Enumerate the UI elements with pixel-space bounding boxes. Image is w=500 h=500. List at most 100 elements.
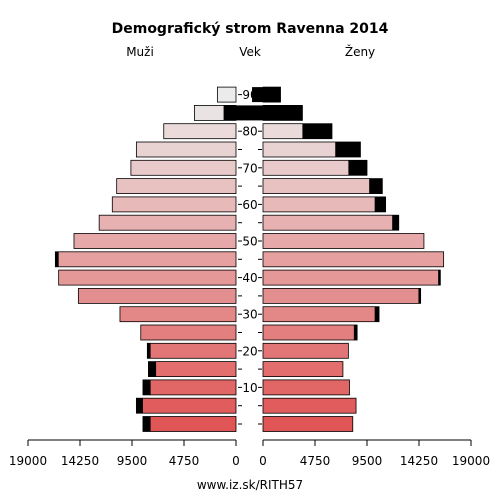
male-bar-main xyxy=(111,196,237,213)
male-bar-main xyxy=(142,416,237,432)
x-tick-label-left: 14250 xyxy=(61,454,99,468)
x-tick-label-left: 0 xyxy=(232,454,240,468)
male-bar-90+ xyxy=(216,86,237,103)
female-bar-foreign xyxy=(438,270,441,286)
male-bar-main xyxy=(54,251,237,268)
male-bar-65-69 xyxy=(116,178,237,195)
female-bar-foreign xyxy=(252,87,281,103)
female-bar-20-24 xyxy=(262,342,349,359)
female-bar-main xyxy=(262,269,441,286)
female-bar-65-69 xyxy=(262,178,383,195)
female-bar-main xyxy=(262,416,354,432)
female-bar-25-29 xyxy=(262,324,358,341)
male-bar-25-29 xyxy=(140,324,237,341)
x-tick-label-left: 19000 xyxy=(9,454,47,468)
age-tick-label: 30 xyxy=(242,308,257,322)
female-bar-main xyxy=(262,342,349,359)
male-bar-foreign xyxy=(55,251,59,267)
age-tick-label: 40 xyxy=(242,271,257,285)
age-label: Vek xyxy=(239,45,261,59)
female-bar-35-39 xyxy=(262,287,422,304)
bars-group xyxy=(54,86,445,432)
male-bar-main xyxy=(98,214,237,231)
male-bar-foreign xyxy=(142,379,151,395)
female-bar-75-79 xyxy=(262,141,361,158)
male-bar-main xyxy=(73,233,237,249)
male-bar-main xyxy=(135,141,237,158)
female-bar-foreign xyxy=(353,325,358,340)
female-bar-85-89 xyxy=(223,105,303,121)
female-bar-90+ xyxy=(252,86,281,103)
female-bar-30-34 xyxy=(262,306,380,323)
female-bar-foreign xyxy=(335,142,361,157)
female-bar-main xyxy=(262,379,350,396)
male-bar-80-84 xyxy=(163,123,237,140)
male-bar-0-4 xyxy=(142,416,237,432)
female-bar-10-14 xyxy=(262,379,350,396)
male-bar-main xyxy=(142,379,237,396)
female-bar-main xyxy=(262,214,400,231)
male-bar-35-39 xyxy=(77,287,237,304)
age-tick-label: 10 xyxy=(242,381,257,395)
male-bar-main xyxy=(77,287,237,304)
male-bar-main xyxy=(216,86,237,103)
male-bar-main xyxy=(146,342,237,359)
male-bar-main xyxy=(135,397,237,414)
male-bar-50-54 xyxy=(73,233,237,249)
age-tick-label: 60 xyxy=(242,198,257,212)
female-bar-main xyxy=(262,196,387,213)
male-bar-main xyxy=(119,306,237,323)
chart-title: Demografický strom Ravenna 2014 xyxy=(112,21,389,37)
female-bar-main xyxy=(262,361,344,378)
female-bar-main xyxy=(262,306,380,323)
male-bar-foreign xyxy=(142,416,151,432)
male-bar-foreign xyxy=(147,343,151,359)
female-bar-60-64 xyxy=(262,196,387,213)
female-bar-foreign xyxy=(348,160,367,176)
female-bar-main xyxy=(262,251,445,268)
x-tick-label-right: 0 xyxy=(259,454,267,468)
source-footer: www.iz.sk/RITH57 xyxy=(197,478,303,492)
male-bar-foreign xyxy=(148,361,157,377)
male-bar-75-79 xyxy=(135,141,237,158)
male-bar-20-24 xyxy=(146,342,237,359)
female-bar-70-74 xyxy=(262,159,368,176)
age-tick-label: 20 xyxy=(242,344,257,358)
x-tick-label-left: 4750 xyxy=(169,454,200,468)
female-bar-foreign xyxy=(302,123,332,139)
female-bar-5-9 xyxy=(262,397,357,414)
male-bar-45-49 xyxy=(54,251,237,268)
female-bar-foreign xyxy=(374,196,386,212)
male-bar-foreign xyxy=(136,398,143,414)
female-bar-main xyxy=(262,178,383,195)
x-tick-label-right: 4750 xyxy=(300,454,331,468)
male-bar-70-74 xyxy=(130,159,237,176)
female-bar-50-54 xyxy=(262,233,425,249)
female-bar-foreign xyxy=(223,105,303,121)
male-bar-40-44 xyxy=(58,269,237,286)
female-bar-main xyxy=(262,233,425,249)
male-bar-15-19 xyxy=(148,361,237,378)
male-bar-60-64 xyxy=(111,196,237,213)
age-tick-label: 90 xyxy=(242,88,257,102)
female-bar-foreign xyxy=(418,288,421,304)
female-bar-15-19 xyxy=(262,361,344,378)
female-bar-55-59 xyxy=(262,214,400,231)
female-label: Ženy xyxy=(345,44,375,59)
female-bar-45-49 xyxy=(262,251,445,268)
male-bar-main xyxy=(130,159,237,176)
male-bar-10-14 xyxy=(142,379,237,396)
male-bar-main xyxy=(140,324,237,341)
female-bar-80-84 xyxy=(262,123,333,140)
male-bar-5-9 xyxy=(135,397,237,414)
age-tick-label: 70 xyxy=(242,161,257,175)
x-tick-label-right: 14250 xyxy=(400,454,438,468)
age-tick-label: 80 xyxy=(242,125,257,139)
x-tick-label-right: 9500 xyxy=(352,454,383,468)
female-bar-40-44 xyxy=(262,269,441,286)
x-tick-label-right: 19000 xyxy=(452,454,490,468)
male-bar-30-34 xyxy=(119,306,237,323)
axes-group: 10 20 30 40 50 60 70 80 90 19000 14250 9500 4750 0 0 47… xyxy=(9,88,490,468)
male-bar-main xyxy=(58,269,237,286)
